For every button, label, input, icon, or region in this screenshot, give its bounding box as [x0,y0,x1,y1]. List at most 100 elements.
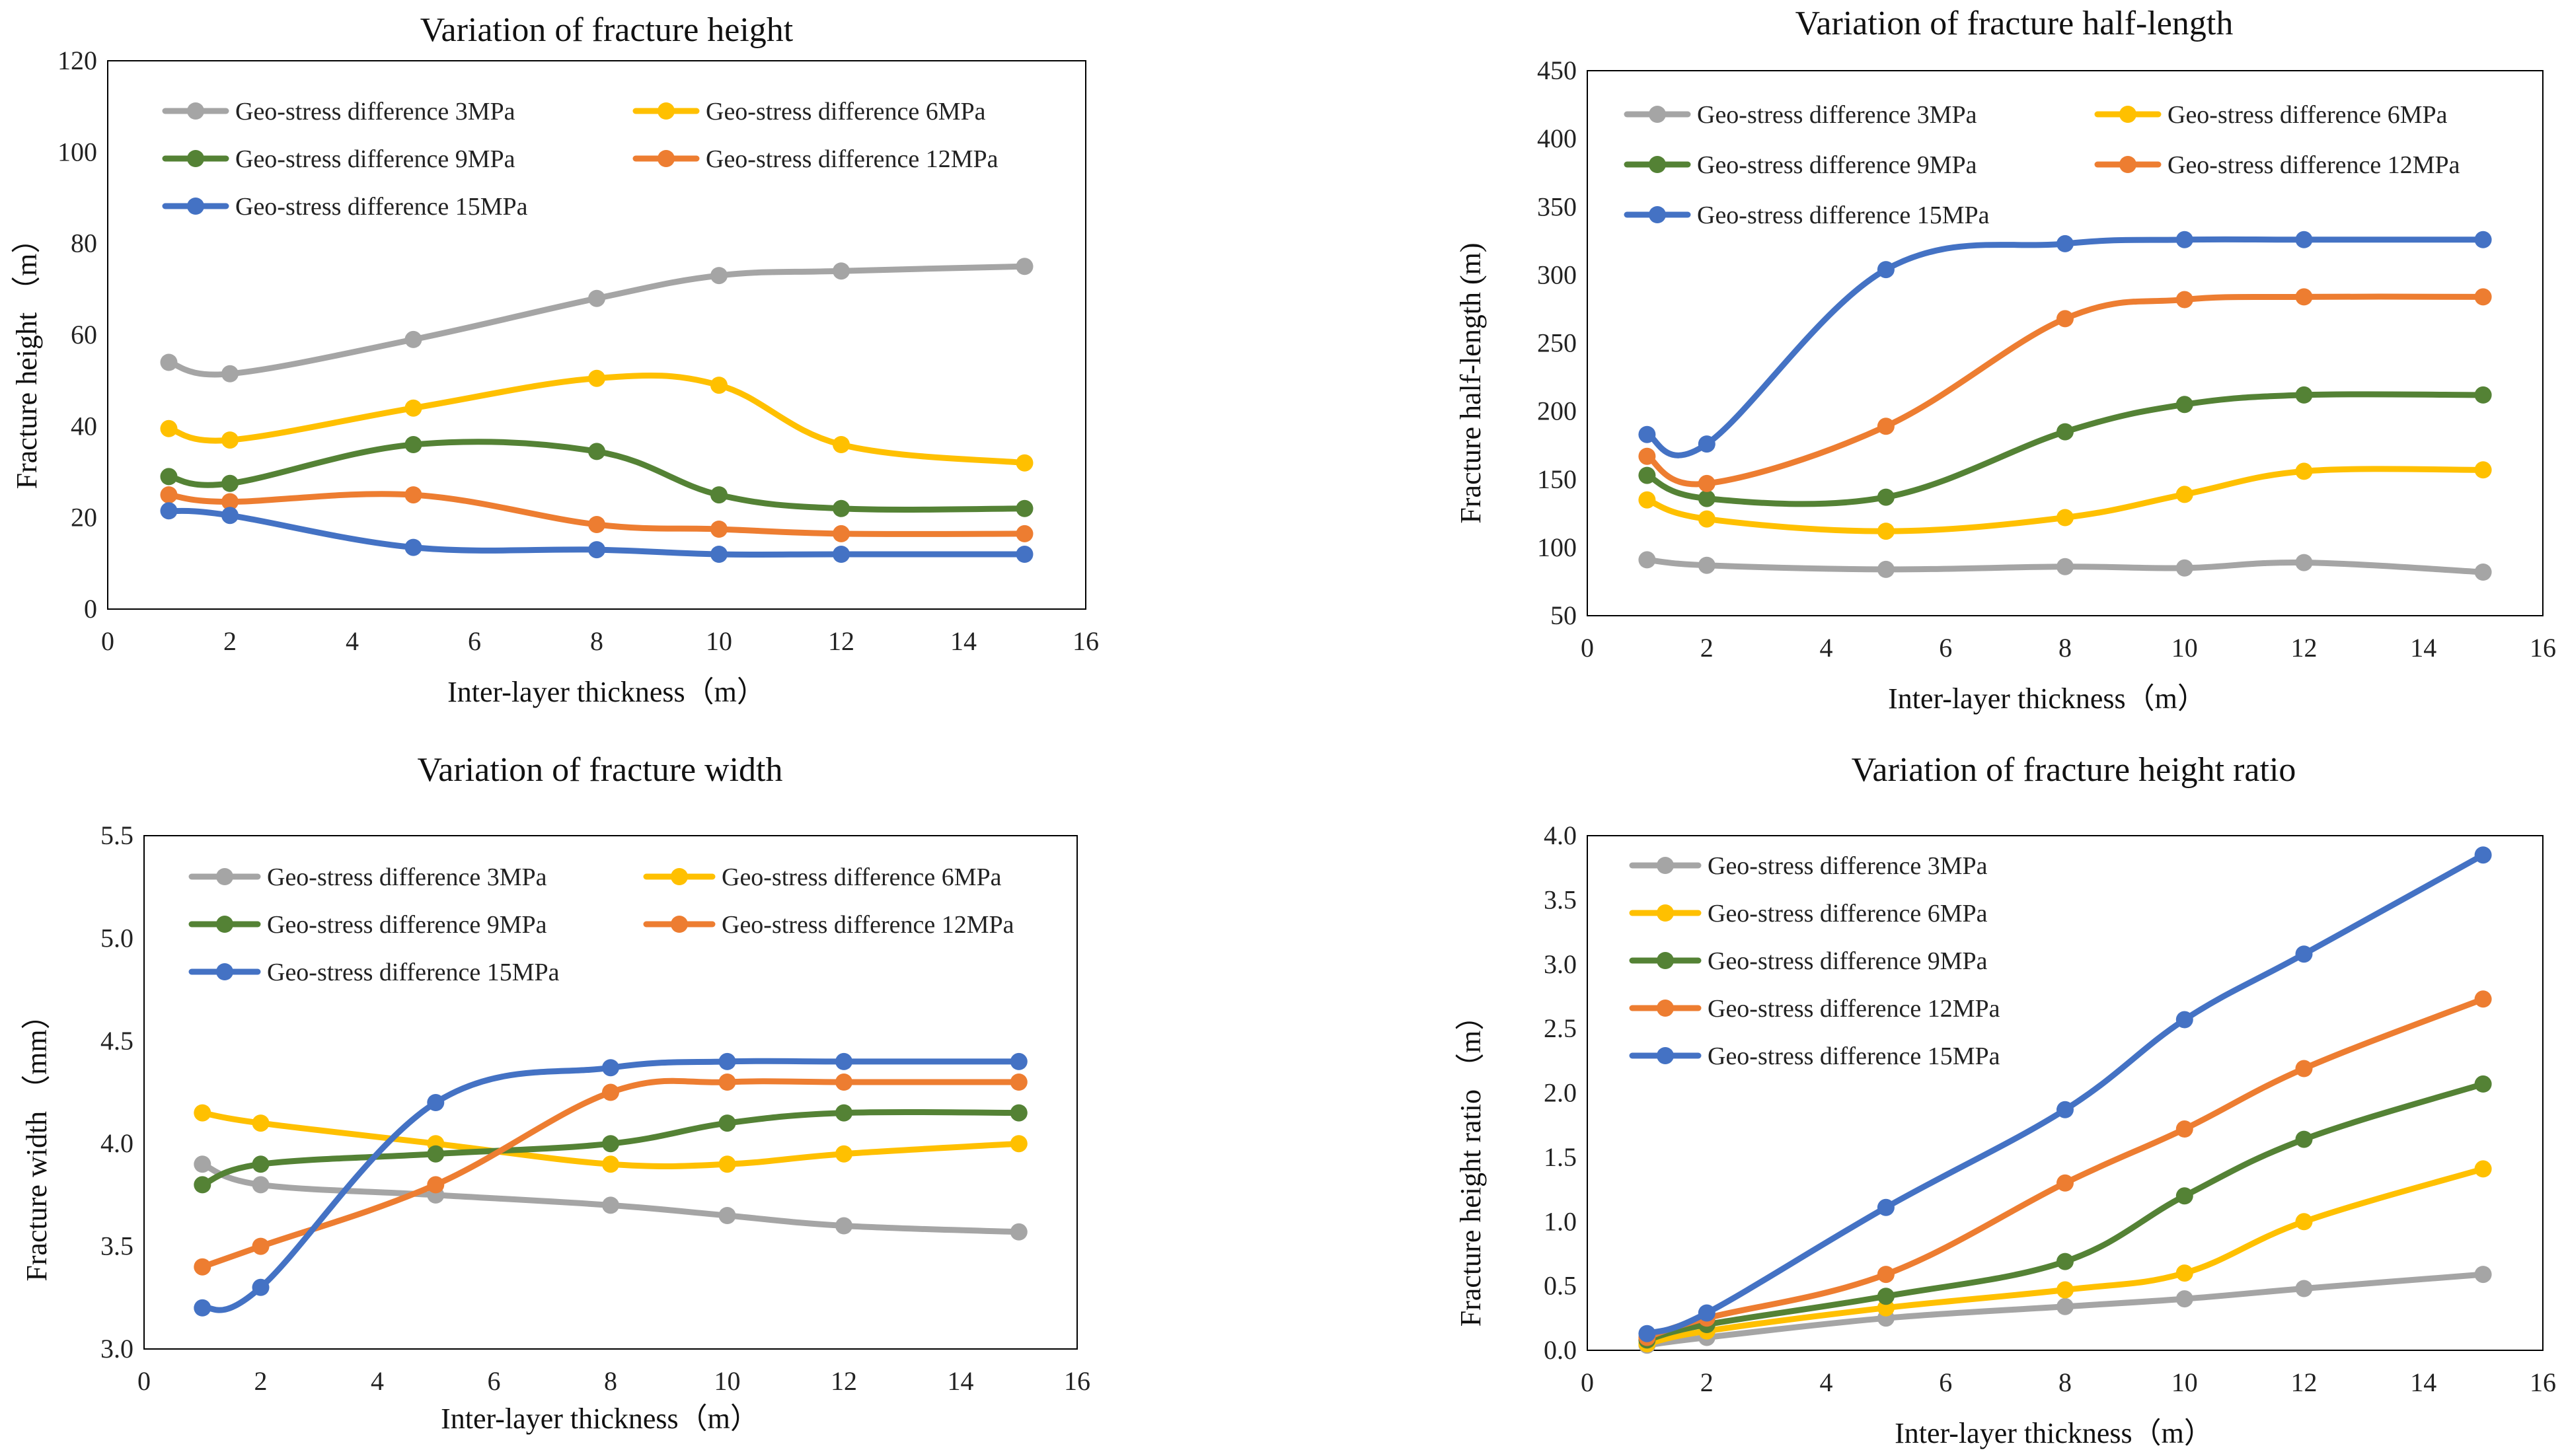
y-tick-label: 3.0 [1544,949,1577,979]
data-point [602,1196,619,1214]
data-point [221,493,239,511]
data-point [252,1176,270,1194]
data-point [718,1155,736,1173]
series-1 [194,1155,1028,1241]
data-point [602,1155,619,1173]
data-point [602,1083,619,1101]
data-point [2295,1280,2313,1297]
legend-swatch-marker [187,198,204,215]
x-axis-title: Inter-layer thickness（m） [1895,1417,2213,1449]
y-axis-title: Fracture height ratio （m） [1454,1001,1487,1327]
data-point [1016,546,1034,563]
legend-swatch-marker [658,150,675,167]
x-tick-label: 16 [1073,626,1099,656]
data-point [1638,466,1656,484]
y-tick-label: 450 [1537,55,1577,85]
chart-title: Variation of fracture half-length [1795,5,2234,42]
legend-swatch-marker [658,102,675,120]
legend-label: Geo-stress difference 6MPa [2168,101,2448,129]
x-axis-title: Inter-layer thickness（m） [1888,682,2206,715]
legend-swatch-marker [1657,1000,1674,1017]
y-tick-label: 350 [1537,192,1577,221]
y-axis-title: Fracture height （m） [11,225,43,490]
y-tick-label: 0.0 [1544,1335,1577,1365]
data-point [718,1052,736,1070]
y-tick-label: 3.5 [1544,885,1577,914]
x-tick-label: 6 [468,626,481,656]
data-point [1877,1266,1895,1284]
chart-fracture-width: Variation of fracture width Inter-layer … [0,728,1282,1456]
data-point [2474,564,2492,581]
data-point [588,289,605,307]
series-5 [194,1052,1028,1317]
x-tick-label: 4 [1820,633,1833,663]
y-tick-label: 20 [71,503,97,532]
x-tick-label: 12 [2291,633,2318,663]
x-tick-label: 16 [1064,1366,1090,1396]
x-tick-label: 0 [1581,633,1594,663]
x-tick-label: 8 [2058,1367,2072,1397]
x-tick-label: 10 [706,626,732,656]
data-point [194,1155,211,1173]
data-point [833,525,850,542]
data-point [710,267,728,285]
legend-item: Geo-stress difference 12MPa [643,911,1014,939]
data-point [1638,1325,1656,1342]
legend-item: Geo-stress difference 9MPa [162,145,515,173]
data-point [710,377,728,394]
y-tick-label: 60 [71,320,97,349]
data-point [602,1135,619,1153]
legend-swatch-marker [1657,952,1674,969]
data-point [2056,310,2074,328]
data-point [2056,1101,2074,1118]
data-point [1877,1198,1895,1216]
data-point [221,365,239,382]
data-point [833,262,850,280]
data-point [2175,1264,2193,1282]
data-point [1698,1304,1716,1322]
x-tick-label: 16 [2530,633,2556,663]
data-point [2175,1290,2193,1308]
legend-label: Geo-stress difference 9MPa [235,145,515,173]
data-point [2474,386,2492,404]
series-4 [160,486,1034,542]
x-tick-label: 14 [2410,633,2436,663]
data-point [1016,525,1034,542]
data-point [718,1074,736,1091]
x-tick-label: 10 [2171,633,2198,663]
data-point [427,1145,445,1163]
data-point [427,1094,445,1111]
x-tick-label: 4 [371,1366,384,1396]
x-tick-label: 6 [488,1366,501,1396]
legend-label: Geo-stress difference 3MPa [1708,852,1988,880]
data-point [588,369,605,387]
data-point [1877,523,1895,540]
data-point [2474,1160,2492,1178]
data-point [2295,1130,2313,1148]
data-point [1638,551,1656,569]
chart-fracture-height-ratio: Variation of fracture height ratio Inter… [1282,728,2564,1456]
series-2 [160,369,1034,472]
legend-swatch-marker [1657,904,1674,922]
series-1 [1638,551,2492,581]
legend-label: Geo-stress difference 6MPa [1708,900,1988,928]
series-2 [1638,1160,2492,1353]
y-tick-label: 0 [84,594,97,624]
data-point [252,1237,270,1255]
legend-item: Geo-stress difference 12MPa [2094,151,2460,179]
chart-svg-fracture-width: Variation of fracture width Inter-layer … [20,751,1090,1435]
chart-svg-fracture-half-length: Variation of fracture half-length Inter-… [1454,5,2556,715]
data-point [833,546,850,563]
data-point [194,1104,211,1122]
data-point [1698,510,1716,528]
data-point [1010,1074,1028,1091]
data-point [1638,447,1656,465]
legend-label: Geo-stress difference 6MPa [722,863,1002,891]
y-tick-label: 3.5 [100,1231,133,1261]
x-tick-label: 10 [714,1366,741,1396]
series-4 [194,1074,1028,1276]
legend-swatch-marker [671,916,688,933]
legend-swatch-marker [1649,106,1666,123]
legend-item: Geo-stress difference 6MPa [2094,101,2448,129]
data-point [2295,554,2313,571]
